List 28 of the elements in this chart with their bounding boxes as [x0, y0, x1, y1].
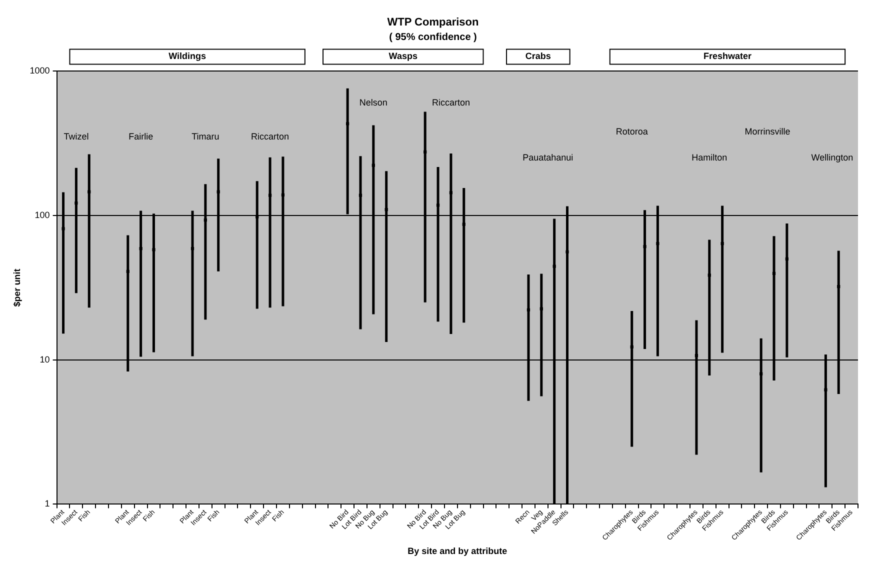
annotation: Hamilton [692, 152, 728, 163]
y-axis-title: $per unit [12, 268, 22, 307]
text: Freshwater [703, 51, 752, 62]
point [643, 244, 646, 248]
point [656, 242, 660, 246]
y-tick-label: 1 [44, 498, 50, 509]
annotation: Riccarton [251, 131, 290, 142]
y-tick-label: 1000 [30, 66, 50, 76]
annotation: Rotoroa [616, 126, 648, 136]
text: Wasps [388, 51, 418, 62]
point [720, 242, 724, 246]
x-axis-title: By site and by attribute [408, 546, 508, 556]
annotation: Wellington [811, 152, 854, 163]
text: Crabs [525, 51, 551, 62]
annotation: Pauatahanui [522, 152, 574, 163]
point [785, 257, 788, 261]
annotation: Riccarton [432, 98, 470, 108]
annotation: Fairlie [128, 131, 154, 142]
chart-title: WTP Comparison [387, 16, 480, 29]
text: Wildings [168, 51, 206, 62]
annotation: Timaru [192, 131, 220, 142]
annotation: Nelson [359, 98, 388, 108]
y-tick-label: 10 [40, 354, 50, 364]
y-tick-label: 100 [34, 210, 50, 220]
chart-subtitle: ( 95% confidence ) [389, 32, 477, 43]
point [384, 208, 388, 212]
annotation: Twizel [64, 131, 89, 142]
annotation: Morrinsville [744, 126, 790, 136]
